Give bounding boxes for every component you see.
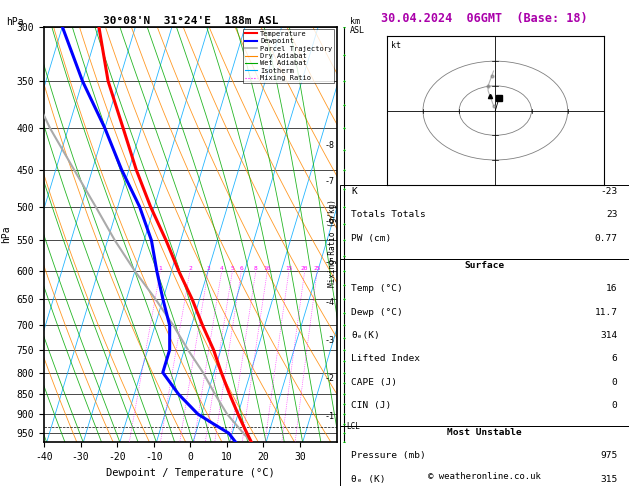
Text: PW (cm): PW (cm) xyxy=(351,234,391,243)
Text: 25: 25 xyxy=(313,266,321,271)
Text: -8: -8 xyxy=(325,141,335,150)
Text: -3: -3 xyxy=(325,336,335,345)
X-axis label: Dewpoint / Temperature (°C): Dewpoint / Temperature (°C) xyxy=(106,468,275,478)
Text: 3: 3 xyxy=(206,266,210,271)
Text: 15: 15 xyxy=(285,266,292,271)
Text: -2: -2 xyxy=(325,374,335,382)
Text: -6: -6 xyxy=(325,218,335,226)
Text: 6: 6 xyxy=(611,354,618,364)
Text: 20: 20 xyxy=(301,266,308,271)
Text: -7: -7 xyxy=(325,177,335,187)
Text: 8: 8 xyxy=(254,266,258,271)
Text: Pressure (mb): Pressure (mb) xyxy=(351,451,426,461)
Text: 975: 975 xyxy=(600,451,618,461)
Text: θₑ(K): θₑ(K) xyxy=(351,331,380,340)
Text: -4: -4 xyxy=(325,297,335,307)
Text: 1: 1 xyxy=(159,266,162,271)
Text: km
ASL: km ASL xyxy=(350,17,365,35)
Text: Surface: Surface xyxy=(464,261,504,270)
Text: Temp (°C): Temp (°C) xyxy=(351,284,403,294)
Legend: Temperature, Dewpoint, Parcel Trajectory, Dry Adiabat, Wet Adiabat, Isotherm, Mi: Temperature, Dewpoint, Parcel Trajectory… xyxy=(243,29,335,83)
Text: 11.7: 11.7 xyxy=(594,308,618,317)
Text: -23: -23 xyxy=(600,187,618,196)
Text: 0: 0 xyxy=(611,401,618,410)
Text: © weatheronline.co.uk: © weatheronline.co.uk xyxy=(428,472,541,481)
Bar xyxy=(340,426,629,486)
Text: 16: 16 xyxy=(606,284,618,294)
Text: 315: 315 xyxy=(600,475,618,484)
Text: 4: 4 xyxy=(220,266,223,271)
Text: 0.77: 0.77 xyxy=(594,234,618,243)
Text: 10: 10 xyxy=(264,266,271,271)
Text: 314: 314 xyxy=(600,331,618,340)
Text: Mixing Ratio (g/kg): Mixing Ratio (g/kg) xyxy=(328,199,337,287)
Text: -1: -1 xyxy=(325,412,335,421)
Text: Totals Totals: Totals Totals xyxy=(351,210,426,220)
Text: -5: -5 xyxy=(325,258,335,267)
Text: 2: 2 xyxy=(188,266,192,271)
Text: θₑ (K): θₑ (K) xyxy=(351,475,386,484)
Text: Dewp (°C): Dewp (°C) xyxy=(351,308,403,317)
Text: 30.04.2024  06GMT  (Base: 18): 30.04.2024 06GMT (Base: 18) xyxy=(381,12,587,25)
Text: CIN (J): CIN (J) xyxy=(351,401,391,410)
Text: K: K xyxy=(351,187,357,196)
Text: LCL: LCL xyxy=(346,422,360,431)
Y-axis label: hPa: hPa xyxy=(1,226,11,243)
Text: kt: kt xyxy=(391,41,401,50)
Bar xyxy=(340,259,629,426)
Text: 0: 0 xyxy=(611,378,618,387)
Title: 30°08'N  31°24'E  188m ASL: 30°08'N 31°24'E 188m ASL xyxy=(103,16,278,26)
Text: Most Unstable: Most Unstable xyxy=(447,428,521,437)
Text: CAPE (J): CAPE (J) xyxy=(351,378,398,387)
Text: Lifted Index: Lifted Index xyxy=(351,354,420,364)
Text: 23: 23 xyxy=(606,210,618,220)
Bar xyxy=(340,185,629,259)
Text: 6: 6 xyxy=(240,266,243,271)
Text: hPa: hPa xyxy=(6,17,24,27)
Text: 5: 5 xyxy=(230,266,234,271)
